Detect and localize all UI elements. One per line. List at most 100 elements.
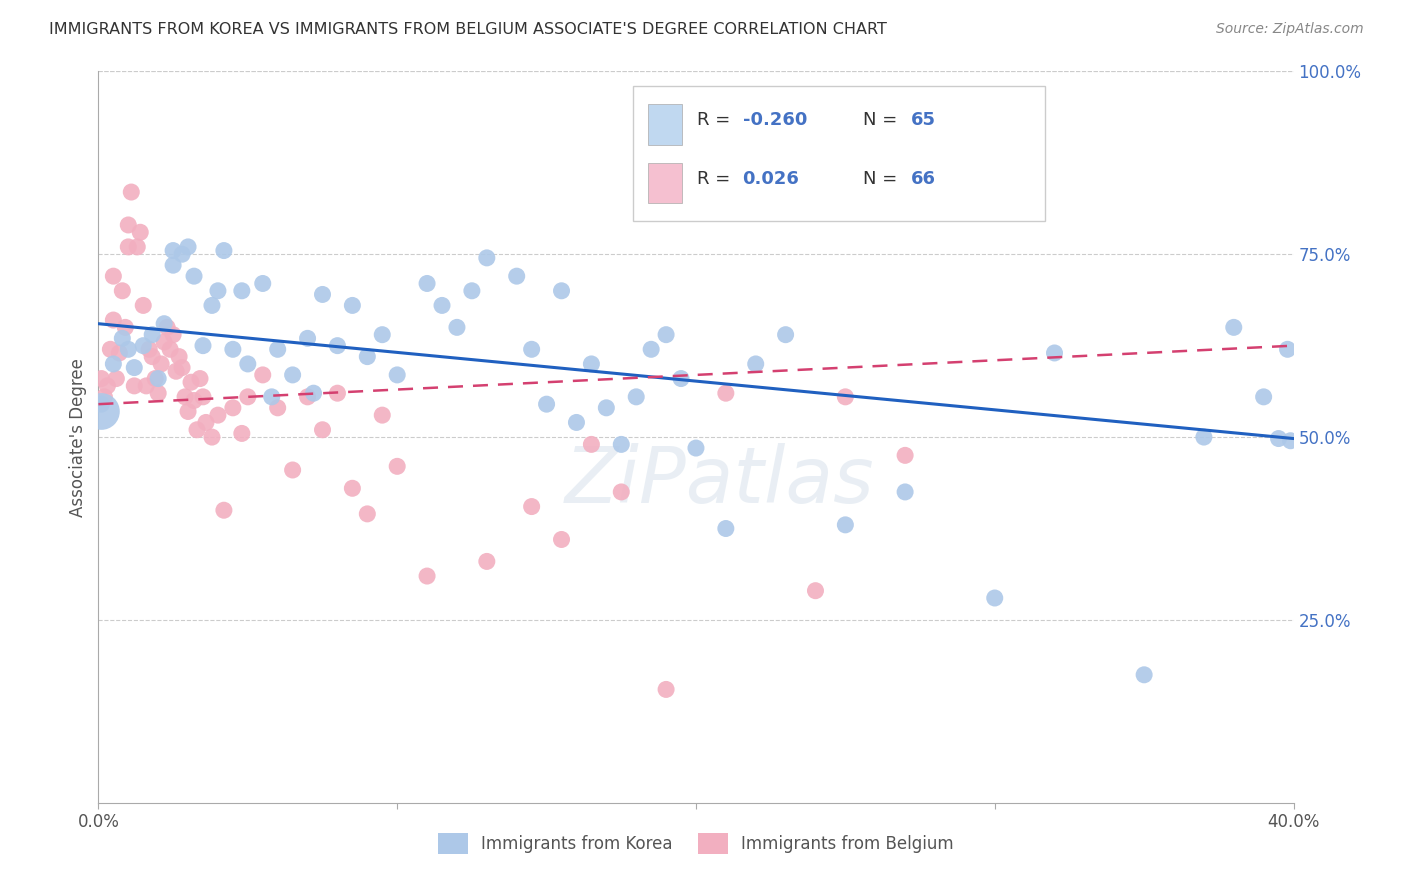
Point xyxy=(550,533,572,547)
Point xyxy=(183,393,205,408)
Point xyxy=(685,441,707,455)
Point xyxy=(111,284,134,298)
Point xyxy=(446,320,468,334)
Point xyxy=(506,269,529,284)
Point xyxy=(212,503,235,517)
Point xyxy=(103,357,125,371)
Point xyxy=(108,346,131,360)
Point xyxy=(655,682,678,697)
Point xyxy=(231,426,253,441)
Point xyxy=(267,343,290,357)
Point xyxy=(117,240,139,254)
Point xyxy=(281,368,304,382)
Point xyxy=(371,408,394,422)
Point xyxy=(93,390,115,404)
Point xyxy=(834,517,856,532)
Point xyxy=(714,521,737,535)
Point xyxy=(834,390,856,404)
Point xyxy=(117,218,139,232)
Point xyxy=(894,448,917,462)
Point xyxy=(183,269,205,284)
Text: -0.260: -0.260 xyxy=(742,112,807,129)
Point xyxy=(162,244,184,258)
Point xyxy=(550,284,572,298)
Text: N =: N = xyxy=(863,169,903,188)
Point xyxy=(894,485,917,500)
Point xyxy=(581,437,603,451)
Point xyxy=(114,320,136,334)
Point xyxy=(416,569,439,583)
Point xyxy=(90,404,112,418)
Text: R =: R = xyxy=(697,112,737,129)
Point xyxy=(207,284,229,298)
Point xyxy=(222,401,245,415)
Legend: Immigrants from Korea, Immigrants from Belgium: Immigrants from Korea, Immigrants from B… xyxy=(432,827,960,860)
Point xyxy=(127,240,149,254)
Point xyxy=(222,343,245,357)
Point xyxy=(475,554,498,568)
Point xyxy=(297,390,319,404)
Point xyxy=(655,327,678,342)
FancyBboxPatch shape xyxy=(648,104,682,145)
FancyBboxPatch shape xyxy=(633,86,1045,221)
Point xyxy=(610,437,633,451)
Point xyxy=(1043,346,1066,360)
Point xyxy=(267,401,290,415)
Point xyxy=(430,298,453,312)
Point xyxy=(342,481,364,495)
Point xyxy=(165,364,187,378)
Point xyxy=(162,258,184,272)
Point xyxy=(150,357,173,371)
Point xyxy=(342,298,364,312)
Point xyxy=(207,408,229,422)
Point xyxy=(156,320,179,334)
Point xyxy=(252,277,274,291)
Point xyxy=(111,331,134,345)
Point xyxy=(135,379,157,393)
Point xyxy=(177,240,200,254)
Point xyxy=(153,317,176,331)
Point xyxy=(195,416,218,430)
Point xyxy=(385,368,409,382)
Point xyxy=(129,225,152,239)
Text: ZiPatlas: ZiPatlas xyxy=(565,443,875,519)
Y-axis label: Associate's Degree: Associate's Degree xyxy=(69,358,87,516)
Text: 66: 66 xyxy=(911,169,936,188)
Point xyxy=(302,386,325,401)
Point xyxy=(153,334,176,349)
Point xyxy=(775,327,797,342)
Point xyxy=(98,343,122,357)
Point xyxy=(90,397,112,411)
Point xyxy=(260,390,283,404)
Point xyxy=(326,338,349,352)
Point xyxy=(311,287,333,301)
Point xyxy=(461,284,484,298)
Point xyxy=(148,386,170,401)
Point xyxy=(356,350,378,364)
Point xyxy=(1267,432,1289,446)
Point xyxy=(159,343,181,357)
Point xyxy=(610,485,633,500)
Point xyxy=(201,298,224,312)
Point xyxy=(536,397,558,411)
Text: IMMIGRANTS FROM KOREA VS IMMIGRANTS FROM BELGIUM ASSOCIATE'S DEGREE CORRELATION : IMMIGRANTS FROM KOREA VS IMMIGRANTS FROM… xyxy=(49,22,887,37)
Point xyxy=(297,331,319,345)
Point xyxy=(172,360,194,375)
Point xyxy=(595,401,617,415)
Point xyxy=(143,371,166,385)
Point xyxy=(385,459,409,474)
Point xyxy=(231,284,253,298)
Text: 65: 65 xyxy=(911,112,936,129)
Point xyxy=(201,430,224,444)
Point xyxy=(180,376,202,390)
FancyBboxPatch shape xyxy=(648,163,682,203)
Point xyxy=(236,390,259,404)
Point xyxy=(90,371,112,385)
Point xyxy=(1223,320,1246,334)
Point xyxy=(96,379,118,393)
Point xyxy=(124,360,146,375)
Point xyxy=(804,583,827,598)
Point xyxy=(138,343,160,357)
Point xyxy=(124,379,146,393)
Point xyxy=(252,368,274,382)
